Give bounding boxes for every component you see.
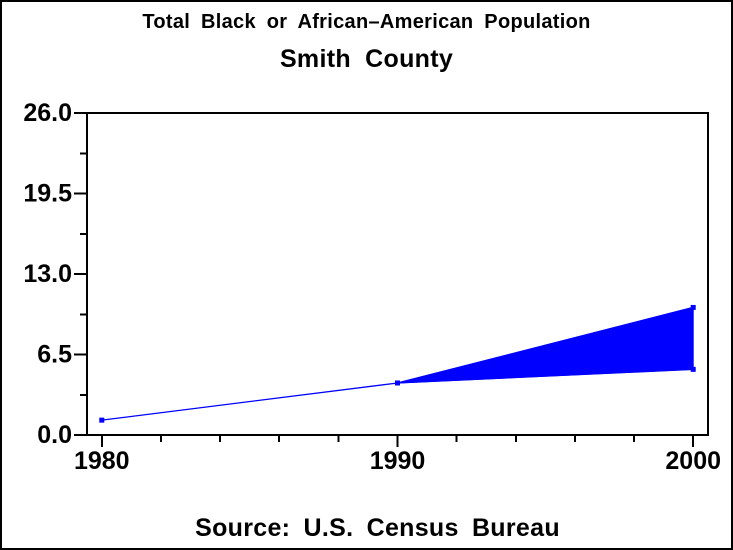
x-axis-tick-label: 1990 xyxy=(370,447,426,475)
series-upper-line xyxy=(397,306,694,384)
y-axis-tick-label: 19.5 xyxy=(23,180,72,208)
x-axis-tick-label: 1980 xyxy=(74,447,130,475)
data-point-marker xyxy=(99,417,105,423)
data-point-marker xyxy=(690,366,696,372)
chart-subtitle: Smith County xyxy=(279,45,454,73)
data-point-marker xyxy=(395,380,400,386)
series-lower-line xyxy=(101,368,694,421)
data-point-marker xyxy=(690,304,696,310)
x-axis-tick-label: 2000 xyxy=(665,447,721,475)
y-axis-tick-label: 26.0 xyxy=(23,99,72,127)
y-axis-tick-label: 0.0 xyxy=(37,421,72,449)
plot-frame xyxy=(86,112,709,436)
source-note: Source: U.S. Census Bureau xyxy=(195,514,560,542)
y-axis-tick-label: 6.5 xyxy=(37,341,72,369)
y-axis-tick-label: 13.0 xyxy=(23,260,72,288)
chart-title: Total Black or African–American Populati… xyxy=(142,11,591,33)
